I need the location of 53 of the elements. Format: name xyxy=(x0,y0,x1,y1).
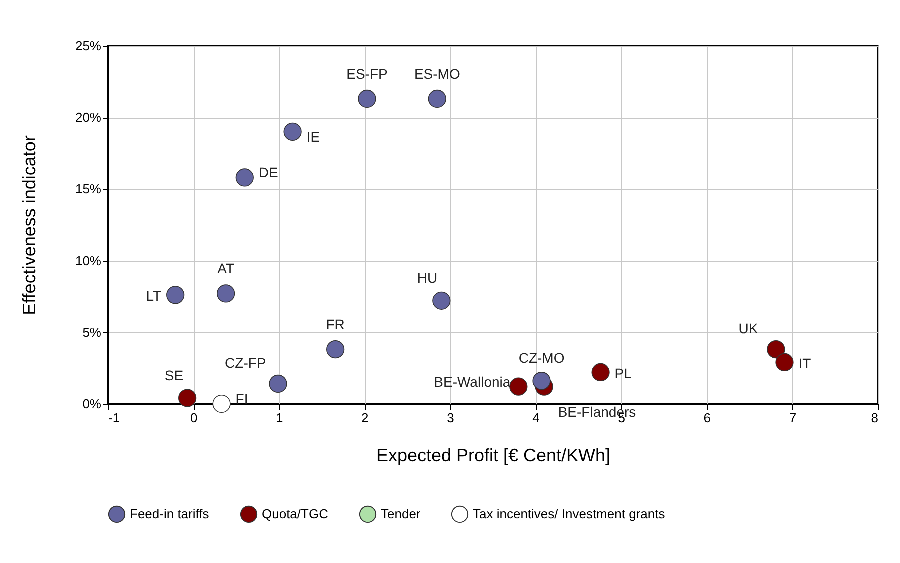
annotation: UK xyxy=(738,320,759,337)
y-tick-label: 0% xyxy=(82,396,102,412)
y-tick-label: 5% xyxy=(82,324,102,340)
legend-label: Tender xyxy=(381,506,422,522)
annotation: ES-FP xyxy=(346,66,388,82)
x-tick-label: 1 xyxy=(276,410,284,426)
point xyxy=(432,292,451,310)
x-tick-label: 3 xyxy=(447,410,454,426)
y-tick-label: 10% xyxy=(75,253,102,268)
annotation: DE xyxy=(258,164,278,181)
annotation: IE xyxy=(306,128,320,145)
x-tick-label: 6 xyxy=(704,410,712,426)
y-tick-label: 25% xyxy=(75,38,102,54)
point xyxy=(532,372,551,390)
annotation: AT xyxy=(218,260,235,277)
point xyxy=(178,389,197,408)
annotation: IT xyxy=(798,355,812,372)
annotation: BE-Wallonia xyxy=(434,374,511,390)
y-tick-label: 20% xyxy=(75,110,102,126)
point xyxy=(776,353,794,372)
point xyxy=(284,122,302,141)
x-tick-label: 4 xyxy=(532,410,540,426)
legend-label: Quota/TGC xyxy=(262,506,328,522)
annotation: CZ-MO xyxy=(518,350,565,366)
point xyxy=(269,374,288,393)
annotation: HU xyxy=(417,270,438,286)
point xyxy=(592,363,610,382)
point xyxy=(326,340,345,359)
point xyxy=(767,340,786,359)
point xyxy=(212,394,231,414)
annotation: FR xyxy=(326,316,345,333)
x-tick-label: 0 xyxy=(190,410,198,426)
x-tick-label: 2 xyxy=(362,410,369,426)
annotation: ES-MO xyxy=(414,66,460,82)
y-axis-title: Effectiveness indicator xyxy=(19,136,40,316)
x-tick-label: 8 xyxy=(871,410,878,426)
annotation: FI xyxy=(236,391,248,407)
annotation: LT xyxy=(146,288,162,304)
x-tick-label: -1 xyxy=(108,410,120,426)
point xyxy=(358,90,376,108)
legend-label: Tax incentives/ Investment grants xyxy=(473,506,666,522)
x-tick-label: 7 xyxy=(789,410,797,426)
annotation: CZ-FP xyxy=(225,354,266,371)
x-axis-title: Expected Profit [€ Cent/KWh] xyxy=(376,446,611,466)
legend-label: Feed-in tariffs xyxy=(130,506,210,522)
annotation: PL xyxy=(614,365,632,382)
point xyxy=(217,284,236,303)
point xyxy=(510,378,528,396)
annotation: SE xyxy=(164,367,184,384)
y-tick-label: 15% xyxy=(75,182,102,197)
point xyxy=(428,90,446,108)
point xyxy=(236,168,254,187)
point xyxy=(166,286,185,304)
